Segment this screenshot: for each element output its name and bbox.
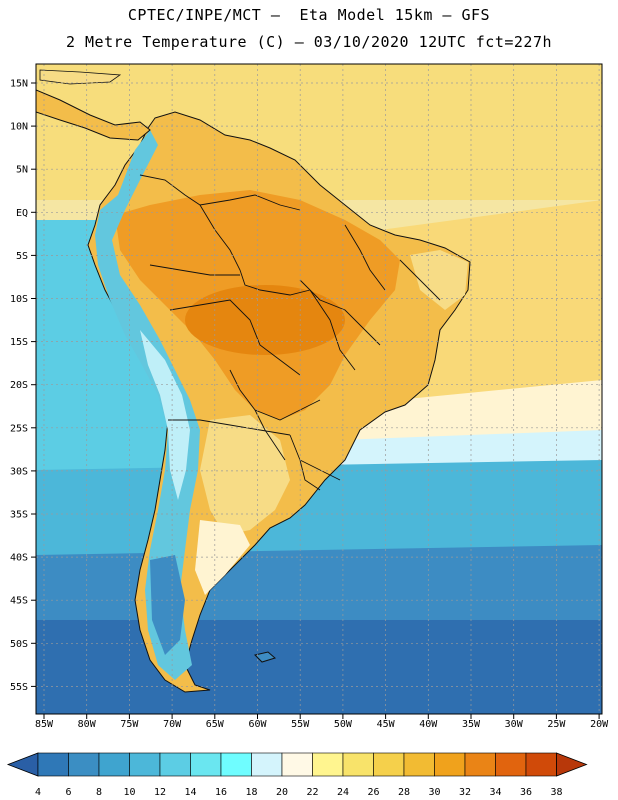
colorbar-tick-label: 24 <box>337 787 349 798</box>
latitude-label: 10S <box>10 294 28 305</box>
colorbar-tick-label: 28 <box>398 787 410 798</box>
country-borders <box>139 174 441 491</box>
colorbar-segment <box>220 752 252 777</box>
latitude-label: 55S <box>10 682 28 693</box>
colorbar: 4 6 8 10 12 14 16 18 20 22 24 26 28 30 32 34 36 38 <box>6 752 588 798</box>
longitude-label: 85W <box>35 719 54 730</box>
map-area <box>36 64 602 714</box>
pampas-pale-region <box>195 520 250 595</box>
graticule <box>36 64 602 714</box>
longitude-label: 45W <box>377 719 396 730</box>
colorbar-segment <box>281 752 313 777</box>
longitude-label: 25W <box>547 719 566 730</box>
latitude-label: 30S <box>10 466 28 477</box>
longitude-label: 40W <box>419 719 438 730</box>
colorbar-segment <box>464 752 496 777</box>
colorbar-segment <box>68 752 100 777</box>
colorbar-segment <box>434 752 466 777</box>
colorbar-tick-label: 38 <box>550 787 562 798</box>
longitude-label: 50W <box>334 719 353 730</box>
colorbar-segment <box>312 752 344 777</box>
latitude-label: 15S <box>10 337 28 348</box>
colorbar-lower-arrow <box>6 752 39 777</box>
latitude-label: 15N <box>10 79 28 90</box>
caribbean-islands <box>39 69 122 85</box>
latitude-label: EQ <box>16 208 28 219</box>
colorbar-tick-label: 12 <box>154 787 166 798</box>
colorbar-tick-label: 32 <box>459 787 471 798</box>
colorbar-tick-label: 8 <box>96 787 102 798</box>
latitude-label: 10N <box>10 122 28 133</box>
latitude-labels: 15N 10N 5N EQ 5S 10S 15S 20S 25S 30S 35S 40S 45S 50S 5… <box>10 79 36 693</box>
latitude-label: 45S <box>10 596 28 607</box>
colorbar-segment <box>495 752 527 777</box>
colorbar-tick-label: 16 <box>215 787 227 798</box>
colorbar-upper-arrow <box>556 752 588 777</box>
colorbar-tick-label: 10 <box>123 787 135 798</box>
colorbar-tick-label: 36 <box>520 787 532 798</box>
andes-cold-strip <box>95 130 200 680</box>
colorbar-segment <box>525 752 557 777</box>
longitude-label: 35W <box>462 719 481 730</box>
longitude-label: 60W <box>248 719 267 730</box>
latitude-label: 20S <box>10 380 28 391</box>
latitude-label: 5N <box>16 165 28 176</box>
latitude-label: 25S <box>10 423 28 434</box>
andes-snow-strip <box>140 330 190 500</box>
ocean-far-south-band <box>36 620 602 714</box>
colorbar-tick-label: 18 <box>245 787 257 798</box>
colorbar-segment <box>190 752 222 777</box>
colorbar-segment <box>373 752 405 777</box>
longitude-labels: 85W 80W 75W 70W 65W 60W 55W 50W 45W 40W 35W 30W 25W 2… <box>35 714 609 730</box>
longitude-label: 55W <box>291 719 310 730</box>
falkland-islands <box>254 651 277 663</box>
colorbar-tick-label: 14 <box>184 787 196 798</box>
colorbar-tick-label: 22 <box>306 787 318 798</box>
latitude-label: 5S <box>16 251 28 262</box>
patagonia-cold-region <box>150 555 185 655</box>
colorbar-segment <box>37 752 69 777</box>
hottest-core-region <box>185 285 345 355</box>
central-america-land <box>36 89 151 141</box>
longitude-label: 80W <box>78 719 97 730</box>
latitude-label: 50S <box>10 639 28 650</box>
colorbar-tick-label: 20 <box>276 787 288 798</box>
longitude-label: 70W <box>163 719 182 730</box>
colorbar-tick-label: 6 <box>65 787 71 798</box>
latitude-label: 35S <box>10 510 28 521</box>
colorbar-segment <box>159 752 191 777</box>
map-title: CPTEC/INPE/MCT — Eta Model 15km — GFS <box>127 6 491 24</box>
colorbar-tick-label: 26 <box>367 787 379 798</box>
northeast-mild-region <box>410 250 468 310</box>
longitude-label: 20W <box>590 719 609 730</box>
colorbar-segment <box>129 752 161 777</box>
colorbar-segment <box>342 752 374 777</box>
longitude-label: 75W <box>120 719 139 730</box>
colorbar-tick-label: 34 <box>489 787 501 798</box>
map-frame <box>35 63 603 715</box>
latitude-label: 40S <box>10 553 28 564</box>
colorbar-tick-label: 4 <box>35 787 41 798</box>
mild-southern-region <box>200 415 290 535</box>
colorbar-segment <box>251 752 283 777</box>
longitude-label: 30W <box>505 719 524 730</box>
colorbar-segment <box>98 752 130 777</box>
colorbar-segment <box>403 752 435 777</box>
colorbar-tick-label: 30 <box>428 787 440 798</box>
longitude-label: 65W <box>206 719 225 730</box>
map-subtitle: 2 Metre Temperature (C) — 03/10/2020 12U… <box>65 33 553 51</box>
